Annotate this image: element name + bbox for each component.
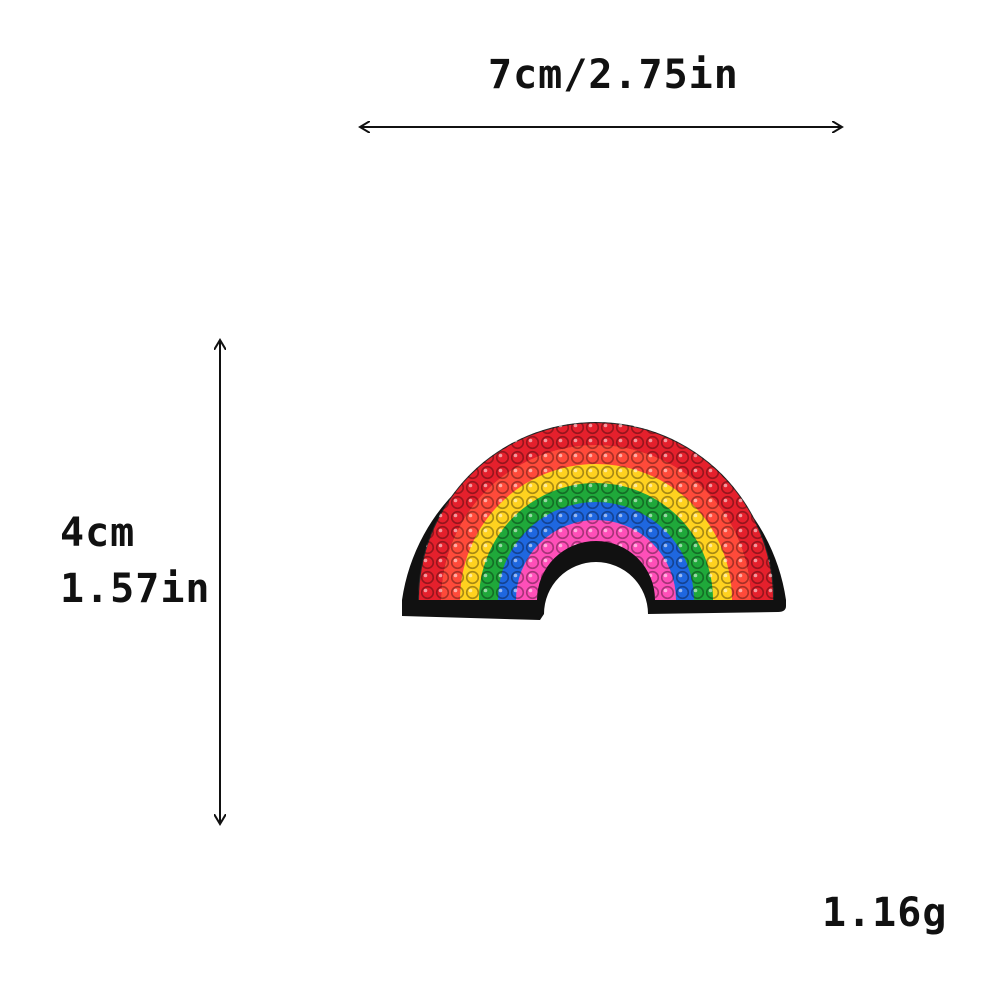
width-label: 7cm/2.75in [488,52,739,98]
weight-label: 1.16g [822,890,948,936]
height-label-cm: 4cm [60,510,136,556]
height-label-in: 1.57in [60,566,211,612]
